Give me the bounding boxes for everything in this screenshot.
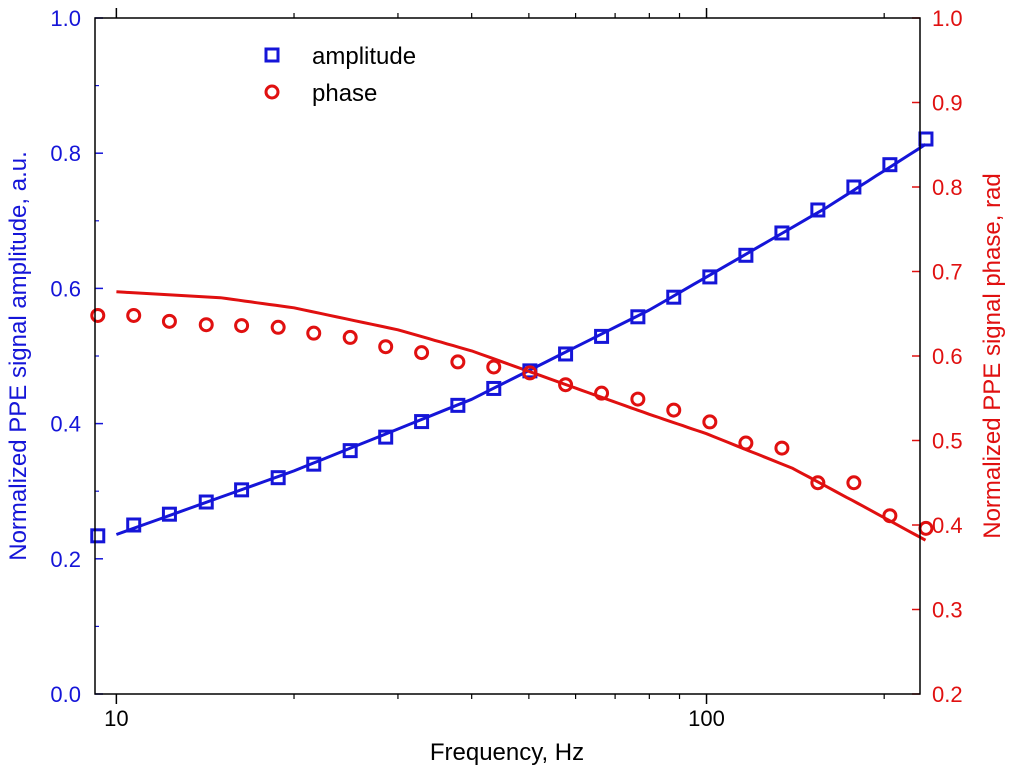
y-tick-label: 0.6 <box>50 276 81 301</box>
legend: amplitude phase <box>264 43 416 107</box>
amplitude-point <box>90 528 106 544</box>
amplitude-point <box>666 289 682 305</box>
y2-tick-label: 0.7 <box>932 260 963 285</box>
phase-point <box>306 325 322 341</box>
y-tick-label: 0.2 <box>50 547 81 572</box>
phase-point <box>270 319 286 335</box>
y2-tick-label: 0.5 <box>932 429 963 454</box>
amplitude-point <box>234 482 250 498</box>
phase-point <box>486 359 502 375</box>
amplitude-point <box>414 414 430 430</box>
phase-point <box>738 435 754 451</box>
y2-tick-label: 1.0 <box>932 6 963 31</box>
phase-point <box>90 307 106 323</box>
phase-point <box>702 414 718 430</box>
phase-point <box>522 365 538 381</box>
y2-tick-label: 0.6 <box>932 344 963 369</box>
y2-axis-title: Normalized PPE signal phase, rad <box>979 173 1006 539</box>
legend-label-phase: phase <box>312 80 377 107</box>
y-tick-label: 0.8 <box>50 141 81 166</box>
amplitude-point <box>810 202 826 218</box>
amplitude-point <box>882 157 898 173</box>
y2-tick-label: 0.8 <box>932 175 963 200</box>
x-tick-label: 100 <box>688 706 725 731</box>
phase-point <box>666 402 682 418</box>
phase-point <box>594 385 610 401</box>
x-tick-label: 10 <box>104 706 128 731</box>
amplitude-point <box>702 269 718 285</box>
phase-point <box>378 339 394 355</box>
amplitude-point <box>738 247 754 263</box>
amplitude-point <box>306 456 322 472</box>
amplitude-point <box>630 309 646 325</box>
phase-point <box>414 345 430 361</box>
amplitude-point <box>558 346 574 362</box>
amplitude-point <box>342 443 358 459</box>
y2-tick-label: 0.9 <box>932 91 963 116</box>
amplitude-point <box>161 506 177 522</box>
phase-point <box>558 377 574 393</box>
phase-point <box>234 318 250 334</box>
y-tick-label: 1.0 <box>50 6 81 31</box>
amplitude-point <box>378 429 394 445</box>
phase-point <box>198 317 214 333</box>
phase-point <box>846 475 862 491</box>
phase-point <box>161 313 177 329</box>
amplitude-point <box>846 179 862 195</box>
phase-point <box>882 508 898 524</box>
amplitude-point <box>486 380 502 396</box>
phase-point <box>126 307 142 323</box>
markers-layer <box>90 131 934 544</box>
y2-tick-label: 0.2 <box>932 682 963 707</box>
phase-point <box>450 354 466 370</box>
legend-marker-phase <box>264 84 280 100</box>
phase-point <box>630 391 646 407</box>
y-tick-label: 0.4 <box>50 412 81 437</box>
x-axis-title: Frequency, Hz <box>430 739 584 766</box>
amplitude-point <box>450 397 466 413</box>
amplitude-point <box>594 328 610 344</box>
y-tick-label: 0.0 <box>50 682 81 707</box>
amplitude-point <box>774 225 790 241</box>
y-axis-title: Normalized PPE signal amplitude, a.u. <box>5 151 32 561</box>
axes-layer: 10 100 0.0 0.2 0.4 0.6 0.8 1.0 0.2 0.3 0.4 0.5 0.6 0.… <box>50 6 962 731</box>
y2-tick-label: 0.4 <box>932 513 963 538</box>
phase-point <box>810 475 826 491</box>
y2-tick-label: 0.3 <box>932 598 963 623</box>
phase-point <box>774 440 790 456</box>
amplitude-point <box>270 470 286 486</box>
plot-frame <box>94 17 921 695</box>
amplitude-point <box>198 494 214 510</box>
phase-point <box>342 329 358 345</box>
amplitude-point <box>126 517 142 533</box>
legend-label-amplitude: amplitude <box>312 43 416 70</box>
legend-marker-amplitude <box>264 47 280 63</box>
